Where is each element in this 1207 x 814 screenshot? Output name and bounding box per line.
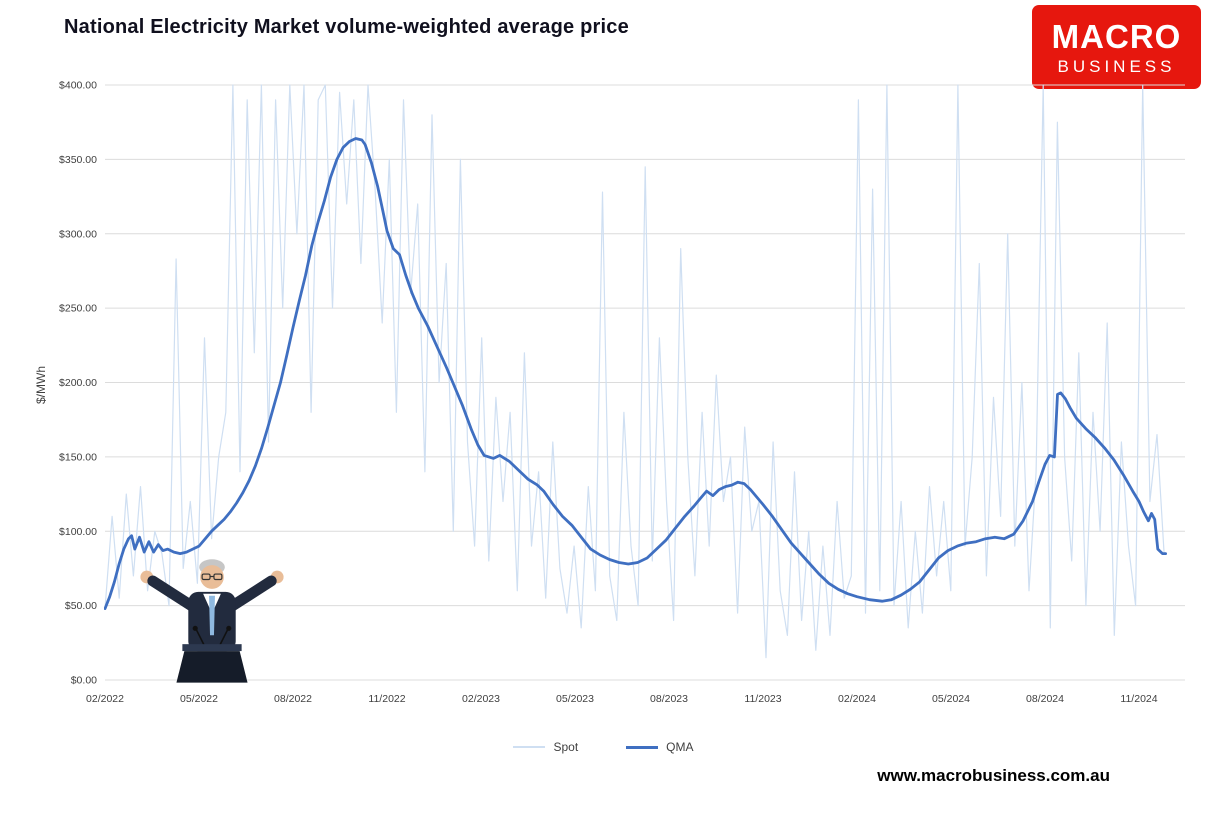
- x-tick-label: 05/2022: [180, 693, 218, 705]
- legend-swatch-qma: [626, 745, 659, 749]
- x-tick-label: 05/2024: [932, 693, 970, 705]
- podium-mic-left-head: [192, 625, 198, 631]
- podium-mic-left: [195, 628, 205, 646]
- politician-tie: [209, 595, 215, 636]
- website-url: www.macrobusiness.com.au: [877, 766, 1110, 785]
- legend-swatch-spot: [513, 746, 546, 748]
- x-tick-label: 02/2023: [462, 693, 500, 705]
- politician-right-arm: [224, 575, 277, 614]
- qma-line: [104, 137, 1167, 610]
- y-tick-label: $400.00: [59, 80, 97, 92]
- logo-line2: BUSINESS: [1057, 56, 1176, 76]
- politician-glasses-left: [201, 573, 211, 581]
- podium: [176, 651, 248, 683]
- legend-label-spot: Spot: [553, 740, 579, 754]
- x-tick-label: 08/2024: [1026, 693, 1064, 705]
- politician-figure: [140, 559, 284, 683]
- y-tick-label: $50.00: [65, 600, 97, 612]
- podium-mic-right: [219, 628, 229, 646]
- x-tick-label: 11/2022: [368, 693, 405, 705]
- x-tick-label: 02/2024: [838, 693, 876, 705]
- podium-top: [182, 644, 242, 652]
- chart-title: National Electricity Market volume-weigh…: [64, 16, 629, 38]
- y-tick-label: $300.00: [59, 228, 97, 240]
- y-tick-label: $150.00: [59, 451, 97, 463]
- y-tick-label: $350.00: [59, 154, 97, 166]
- y-tick-label: $200.00: [59, 377, 97, 389]
- x-tick-label: 08/2022: [274, 693, 312, 705]
- legend-item-spot: Spot: [513, 740, 578, 754]
- x-tick-label: 11/2024: [1120, 693, 1157, 705]
- legend-item-qma: QMA: [626, 740, 694, 754]
- politician-left-arm: [147, 575, 200, 614]
- x-tick-label: 05/2023: [556, 693, 594, 705]
- podium-mic-right-head: [226, 625, 232, 631]
- x-tick-label: 08/2023: [650, 693, 688, 705]
- legend-label-qma: QMA: [666, 740, 694, 754]
- logo-line1: MACRO: [1051, 17, 1182, 55]
- x-tick-label: 02/2022: [86, 693, 124, 705]
- y-tick-label: $0.00: [71, 675, 97, 687]
- spot-line: [104, 84, 1165, 659]
- y-tick-label: $250.00: [59, 303, 97, 315]
- chart-legend: Spot QMA: [0, 740, 1207, 754]
- y-tick-label: $100.00: [59, 526, 97, 538]
- politician-glasses-right: [213, 573, 223, 581]
- x-tick-label: 11/2023: [744, 693, 781, 705]
- macrobusiness-logo: MACRO BUSINESS: [1032, 5, 1201, 89]
